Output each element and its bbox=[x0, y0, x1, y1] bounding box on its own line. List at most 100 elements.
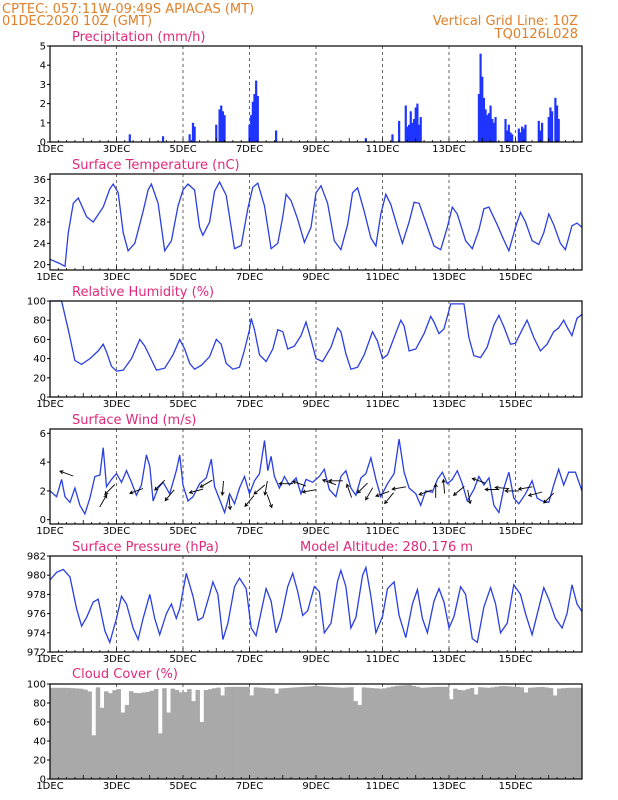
wind-vector-arrow bbox=[266, 494, 273, 509]
cloud-bar bbox=[253, 687, 259, 779]
cloud-bar bbox=[112, 690, 117, 779]
cloud-bar bbox=[224, 687, 230, 779]
pressure-xtick-label: 5DEC bbox=[169, 654, 196, 665]
cloud-bar bbox=[212, 688, 217, 779]
precip-ytick-label: 4 bbox=[40, 61, 46, 72]
precip-bar bbox=[191, 122, 195, 142]
cloud-bar bbox=[137, 693, 142, 779]
humidity-panel: Relative Humidity (%) 0 20 40 60 80 100 1DEC 3D… bbox=[27, 285, 583, 410]
cloud-bar bbox=[203, 690, 209, 779]
precip-bar bbox=[479, 53, 482, 142]
cloud-xtick-label: 7DEC bbox=[236, 781, 263, 792]
precip-bar bbox=[482, 97, 486, 142]
cloud-bar bbox=[108, 693, 113, 779]
cloud-bar bbox=[503, 686, 508, 779]
cloud-bar bbox=[191, 701, 196, 779]
wind-xtick-label: 11DEC bbox=[366, 526, 400, 537]
cloud-bar bbox=[307, 686, 313, 779]
rh-ytick-label: 20 bbox=[33, 373, 46, 384]
precip-bar bbox=[507, 124, 510, 142]
cloud-bar bbox=[162, 688, 167, 779]
wind-vector-arrow bbox=[301, 489, 317, 494]
cloud-bar bbox=[353, 701, 358, 779]
rh-ytick-label: 0 bbox=[40, 393, 46, 404]
temp-ytick-label: 28 bbox=[33, 218, 46, 229]
wind-xtick-label: 1DEC bbox=[36, 526, 63, 537]
cloud-bar bbox=[511, 686, 516, 779]
cloud-bar bbox=[340, 687, 346, 779]
temp-xtick-label: 5DEC bbox=[169, 272, 196, 283]
wind-vector-arrow bbox=[199, 479, 213, 488]
pressure-ytick-label: 972 bbox=[27, 648, 46, 659]
header-model: TQ0126L028 bbox=[494, 27, 578, 42]
cloud-bar bbox=[58, 687, 63, 779]
wind-vector-arrow bbox=[345, 483, 353, 498]
rh-ytick-label: 80 bbox=[33, 316, 46, 327]
precip-bar bbox=[221, 111, 224, 142]
cloud-bar bbox=[536, 687, 541, 779]
temp-xtick-label: 1DEC bbox=[36, 272, 63, 283]
cloud-bar bbox=[299, 686, 304, 779]
cloud-bar bbox=[332, 687, 338, 779]
cloud-bar bbox=[361, 687, 367, 779]
precip-bar bbox=[406, 126, 409, 142]
cloud-bar bbox=[482, 687, 487, 779]
temp-ytick-label: 24 bbox=[33, 239, 46, 250]
cloud-bar bbox=[220, 695, 225, 779]
cloud-ytick-label: 20 bbox=[33, 756, 46, 767]
cloud-xtick-label: 3DEC bbox=[103, 781, 130, 792]
precip-ytick-label: 1 bbox=[40, 118, 46, 129]
wind-xtick-label: 15DEC bbox=[499, 526, 533, 537]
header-grid-note: Vertical Grid Line: 10Z bbox=[433, 14, 578, 29]
wind-xtick-label: 9DEC bbox=[302, 526, 329, 537]
precip-bar bbox=[391, 134, 394, 142]
cloud-bar bbox=[303, 686, 308, 779]
cloud-bar bbox=[490, 687, 496, 779]
header-date: 01DEC2020 10Z (GMT) bbox=[2, 14, 152, 29]
rh-ytick-label: 100 bbox=[27, 297, 46, 308]
cloud-bar bbox=[407, 685, 412, 779]
pressure-ytick-label: 974 bbox=[27, 628, 46, 639]
cloud-bar bbox=[232, 686, 238, 779]
wind-vector-arrow bbox=[484, 487, 500, 492]
cloud-ytick-label: 100 bbox=[27, 680, 46, 691]
cloud-bar bbox=[62, 687, 67, 779]
precip-xtick-label: 5DEC bbox=[169, 144, 196, 155]
temperature-panel: Surface Temperature (nC) 20 24 28 32 36 1DEC 3… bbox=[33, 158, 583, 283]
header-station: CPTEC: 057:11W-09:49S APIACAS (MT) bbox=[2, 2, 254, 17]
pressure-xtick-label: 13DEC bbox=[432, 654, 466, 665]
rh-line bbox=[50, 300, 583, 372]
pressure-xtick-label: 3DEC bbox=[103, 654, 130, 665]
cloud-bar bbox=[370, 688, 375, 779]
cloud-bar bbox=[577, 687, 583, 779]
cloud-bar bbox=[336, 687, 342, 779]
cloud-bar bbox=[548, 688, 554, 779]
wind-vector-arrow bbox=[104, 484, 116, 496]
wind-vector-arrow bbox=[244, 495, 255, 507]
cloud-bar bbox=[79, 688, 84, 779]
precip-bar bbox=[188, 134, 191, 142]
temp-line bbox=[49, 180, 583, 268]
cloud-xtick-label: 1DEC bbox=[36, 781, 63, 792]
cloud-bar bbox=[494, 686, 500, 779]
precip-bar bbox=[539, 130, 542, 142]
cloud-xtick-label: 5DEC bbox=[169, 781, 196, 792]
cloud-bar bbox=[274, 693, 279, 779]
precip-bar bbox=[484, 109, 487, 142]
wind-vector-arrow bbox=[391, 486, 407, 491]
precip-bar bbox=[504, 118, 507, 142]
precipitation-panel: Precipitation (mm/h) 0 1 2 3 4 5 1DEC 3DEC 5DEC 7… bbox=[36, 30, 583, 155]
wind-xtick-label: 3DEC bbox=[103, 526, 130, 537]
precip-bar bbox=[506, 130, 509, 142]
cloud-bar bbox=[507, 686, 512, 779]
cloud-ytick-label: 80 bbox=[33, 699, 46, 710]
cloud-cover-panel: Cloud Cover (%) 0 20 40 60 80 100 1DEC 3DEC 5DEC… bbox=[27, 667, 583, 792]
cloud-ytick-label: 0 bbox=[40, 775, 46, 786]
cloud-bar bbox=[411, 685, 417, 779]
cloud-bar bbox=[183, 692, 188, 779]
cloud-bar bbox=[498, 686, 504, 779]
rh-ytick-label: 60 bbox=[33, 335, 46, 346]
cloud-bar bbox=[419, 687, 425, 779]
precip-bar bbox=[253, 94, 256, 142]
